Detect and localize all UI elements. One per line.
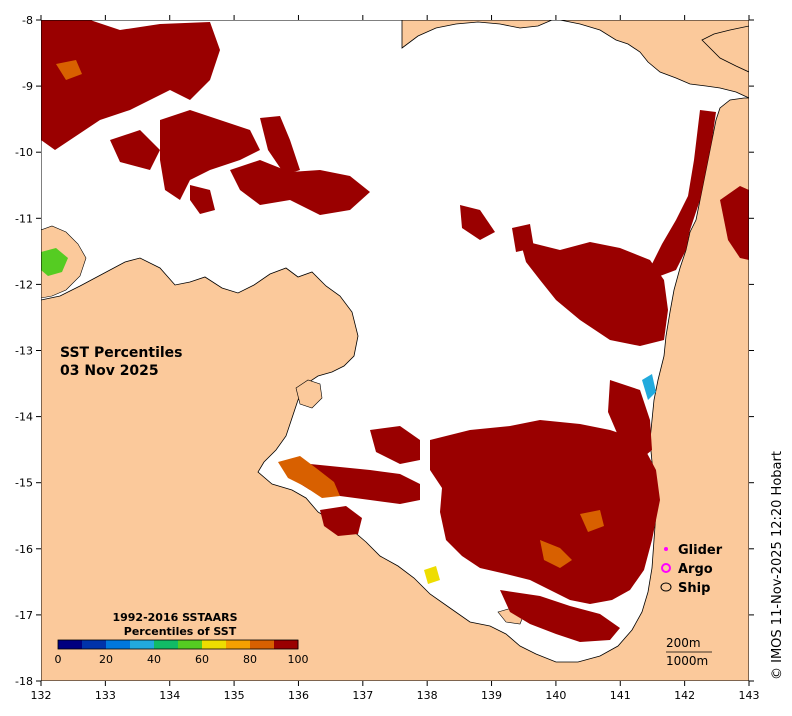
colorbar-ticks: 0 20 40 60 80 100 <box>55 653 309 666</box>
anomaly-patch-gulf-south <box>500 590 620 642</box>
lat-tick-label: -13 <box>15 345 33 358</box>
lon-tick-label: 136 <box>288 689 309 702</box>
lon-tick-label: 138 <box>417 689 438 702</box>
lat-tick-label: -12 <box>15 278 33 291</box>
anomaly-patch-north-3 <box>230 160 370 215</box>
colorbar-swatch <box>154 640 179 649</box>
colorbar-swatch <box>250 640 275 649</box>
latitude-axis: -8 -9 -10 -11 -12 -13 -14 -15 -16 -17 -18 <box>15 14 754 688</box>
anomaly-patch-south-east-coast <box>608 380 652 460</box>
lat-tick-label: -16 <box>15 543 33 556</box>
anomaly-patch-northwest <box>41 20 220 150</box>
anomaly-patch-north-2 <box>160 110 260 200</box>
colorbar-tick-label: 60 <box>195 653 209 666</box>
lon-tick-label: 139 <box>481 689 502 702</box>
orange-patch-east <box>580 510 604 532</box>
green-patch-south <box>424 566 440 584</box>
anomaly-patch-central-east <box>520 240 668 346</box>
land-torres-coast <box>701 25 749 73</box>
orange-patch-northwest <box>56 60 82 80</box>
colorbar-swatch <box>178 640 203 649</box>
anomaly-patch-north-4 <box>260 116 300 175</box>
anomaly-patch-gulf-west <box>290 462 420 504</box>
anomaly-patch-central-small <box>460 205 495 240</box>
sst-green-patches <box>41 248 656 584</box>
lon-tick-label: 143 <box>739 689 760 702</box>
ship-label: Ship <box>678 581 710 596</box>
land-papua-new-guinea <box>401 20 553 49</box>
anomaly-patch-north-1 <box>110 130 160 170</box>
lat-tick-label: -15 <box>15 477 33 490</box>
marker-legend: Glider Argo Ship <box>660 543 723 596</box>
colorbar-tick-label: 20 <box>99 653 113 666</box>
green-patch-east <box>642 374 656 400</box>
anomaly-patch-gulf-northwest <box>370 426 420 464</box>
orange-patch-gulf <box>540 540 572 568</box>
colorbar-swatch <box>202 640 227 649</box>
anomaly-patch-gulf-southwest <box>320 506 362 536</box>
lon-tick-label: 137 <box>352 689 373 702</box>
lon-tick-label: 141 <box>610 689 631 702</box>
land-groote-island <box>295 379 323 409</box>
lon-tick-label: 142 <box>674 689 695 702</box>
depth-200m-label: 200m <box>666 636 701 650</box>
green-patch-west <box>41 248 68 276</box>
longitude-axis: 132 133 134 135 136 137 138 139 140 141 142 143 <box>31 15 760 702</box>
map-title-line2: 03 Nov 2025 <box>60 363 159 379</box>
anomaly-patch-central-2 <box>512 224 534 252</box>
lon-tick-label: 132 <box>31 689 52 702</box>
anomaly-patch-gulf-main <box>430 420 660 604</box>
sst-orange-patches <box>56 60 604 568</box>
lat-tick-label: -17 <box>15 609 33 622</box>
lat-tick-label: -9 <box>22 80 33 93</box>
colorbar: 1992-2016 SSTAARS Percentiles of SST 0 20… <box>55 611 309 666</box>
anomaly-patch-north-5 <box>190 185 215 214</box>
glider-label: Glider <box>678 543 723 558</box>
colorbar-swatch <box>106 640 131 649</box>
colorbar-swatch <box>130 640 155 649</box>
anomaly-patch-east-upper <box>650 110 716 276</box>
map-plot-area <box>41 20 749 681</box>
colorbar-tick-label: 40 <box>147 653 161 666</box>
argo-label: Argo <box>678 562 713 577</box>
credit-text: © IMOS 11-Nov-2025 12:20 Hobart <box>770 451 785 680</box>
colorbar-swatch <box>58 640 83 649</box>
anomaly-patch-east-coast <box>720 186 749 260</box>
colorbar-swatch <box>274 640 299 649</box>
lon-tick-label: 140 <box>545 689 566 702</box>
lat-tick-label: -8 <box>22 14 33 27</box>
argo-symbol <box>661 563 671 573</box>
lat-tick-label: -10 <box>15 146 33 159</box>
depth-legend: 200m 1000m <box>666 636 712 668</box>
ship-symbol <box>660 582 672 592</box>
depth-1000m-label: 1000m <box>666 654 708 668</box>
lon-tick-label: 133 <box>95 689 116 702</box>
colorbar-swatches <box>58 640 299 649</box>
colorbar-tick-label: 80 <box>243 653 257 666</box>
colorbar-title-line2: Percentiles of SST <box>124 625 237 638</box>
colorbar-tick-label: 0 <box>55 653 62 666</box>
orange-patch-west <box>278 456 340 498</box>
land-cape-york <box>559 20 749 99</box>
land-northern-territory <box>41 97 749 681</box>
lon-tick-label: 135 <box>224 689 245 702</box>
map-title-line1: SST Percentiles <box>60 345 183 361</box>
lat-tick-label: -14 <box>15 411 33 424</box>
colorbar-title-line1: 1992-2016 SSTAARS <box>112 611 237 624</box>
lon-tick-label: 134 <box>159 689 180 702</box>
colorbar-outline <box>57 639 299 650</box>
colorbar-swatch <box>226 640 251 649</box>
sst-anomaly-patches <box>41 20 749 642</box>
colorbar-tick-label: 100 <box>288 653 309 666</box>
glider-symbol <box>664 547 668 551</box>
lat-tick-label: -11 <box>15 212 33 225</box>
colorbar-swatch <box>82 640 107 649</box>
lat-tick-label: -18 <box>15 675 33 688</box>
